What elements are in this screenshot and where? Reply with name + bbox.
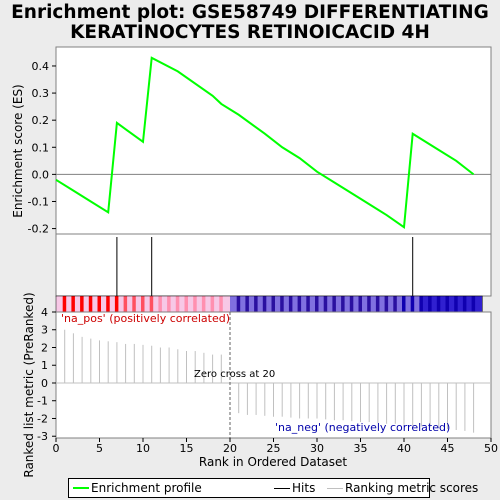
rank-stripe [349, 296, 354, 312]
chart-title-line-1: Enrichment plot: GSE58749 DIFFERENTIATIN… [11, 2, 489, 23]
es-y-axis-label: Enrichment score (ES) [11, 84, 25, 217]
ranking-panel [55, 311, 492, 439]
legend-swatch-enrichment [73, 487, 89, 489]
x-axis-label: Rank in Ordered Dataset [199, 455, 347, 469]
x-tick-label: 40 [397, 442, 411, 455]
ranking-y-tick-label: -2 [37, 412, 48, 425]
rank-stripe [375, 296, 380, 312]
ranking-y-tick-label: 2 [41, 341, 48, 354]
rank-stripe [114, 296, 119, 312]
x-tick-label: 10 [136, 442, 150, 455]
rank-stripe [245, 296, 249, 312]
ranking-y-tick-label: 4 [41, 306, 48, 319]
es-y-tick-label: -0.2 [28, 223, 49, 236]
rank-stripe [254, 296, 258, 312]
chart-title-line-2: KERATINOCYTES RETINOICACID 4H [70, 22, 430, 43]
rank-stripe [97, 296, 101, 312]
ranking-y-tick-label: -3 [37, 430, 48, 443]
rank-stripe [271, 296, 275, 312]
rank-stripe [419, 296, 423, 312]
rank-stripe [175, 296, 180, 312]
rank-stripe [341, 296, 345, 312]
rank-stripe [332, 296, 336, 312]
ranked-color-bar [55, 295, 483, 313]
rank-stripe [80, 296, 84, 312]
ranking-y-tick-label: 0 [41, 377, 48, 390]
rank-stripe [384, 296, 389, 312]
rank-stripe [323, 296, 328, 312]
rank-stripe [445, 296, 449, 312]
legend-label-ranking: Ranking metric scores [345, 481, 479, 495]
rank-stripe [454, 296, 458, 312]
es-y-tick-label: 0.2 [32, 114, 50, 127]
legend-label-enrichment: Enrichment profile [91, 481, 202, 495]
ranking-y-tick-label: 3 [41, 324, 48, 337]
rank-stripe [462, 296, 467, 312]
rank-stripe [236, 296, 241, 312]
es-y-tick-label: 0.1 [32, 141, 50, 154]
rank-stripe [71, 296, 75, 312]
x-tick-label: 20 [223, 442, 237, 455]
legend-swatch-hits [274, 488, 290, 489]
es-y-tick-label: 0.3 [32, 87, 50, 100]
rank-stripe [149, 296, 154, 312]
rank-stripe [106, 296, 110, 312]
rank-stripe [141, 296, 145, 312]
legend-label-hits: Hits [292, 481, 316, 495]
es-y-tick-label: 0.4 [32, 60, 50, 73]
x-tick-label: 15 [180, 442, 194, 455]
rank-stripe [193, 296, 197, 312]
zero-cross-label: Zero cross at 20 [194, 369, 275, 380]
rank-stripe [210, 296, 215, 312]
es-y-tick-label: 0.0 [32, 168, 50, 181]
ranking-y-tick-label: -1 [37, 395, 48, 408]
rank-stripe [367, 296, 371, 312]
hits-panel [55, 233, 492, 297]
rank-stripe [471, 296, 476, 312]
rank-stripe [158, 296, 162, 312]
rank-stripe [167, 296, 171, 312]
rank-stripe [297, 296, 302, 312]
enrichment-profile-line [55, 56, 475, 230]
rank-stripe [358, 296, 362, 312]
ranking-y-axis-label: Ranked list metric (PreRanked) [22, 292, 36, 477]
x-tick-label: 35 [354, 442, 368, 455]
x-tick-label: 25 [267, 442, 281, 455]
negative-correlation-label: 'na_neg' (negatively correlated) [275, 421, 450, 434]
negative-band [230, 296, 483, 312]
x-tick-label: 30 [310, 442, 324, 455]
chart-legend: Enrichment profile Hits Ranking metric s… [68, 478, 478, 498]
rank-stripe [132, 296, 136, 312]
x-tick-label: 5 [96, 442, 103, 455]
rank-stripe [262, 296, 267, 312]
x-tick-label: 45 [441, 442, 455, 455]
rank-stripe [88, 296, 93, 312]
rank-stripe [436, 296, 441, 312]
rank-stripe [428, 296, 432, 312]
rank-stripe [219, 296, 223, 312]
ranking-y-tick-label: 1 [41, 359, 48, 372]
negative-band-deep [421, 296, 483, 312]
rank-stripe [315, 296, 319, 312]
rank-stripe [288, 296, 293, 312]
rank-stripe [184, 296, 188, 312]
rank-stripe [410, 296, 415, 312]
rank-stripe [402, 296, 406, 312]
rank-stripe [201, 296, 206, 312]
positive-correlation-label: 'na_pos' (positively correlated) [61, 312, 230, 325]
rank-stripe [280, 296, 284, 312]
rank-stripe [123, 296, 128, 312]
rank-stripe [393, 296, 397, 312]
x-tick-label: 50 [484, 442, 498, 455]
x-tick-label: 0 [53, 442, 60, 455]
rank-stripe [306, 296, 310, 312]
es-y-tick-label: -0.1 [28, 195, 49, 208]
legend-swatch-ranking [327, 488, 343, 489]
rank-stripe [62, 296, 67, 312]
